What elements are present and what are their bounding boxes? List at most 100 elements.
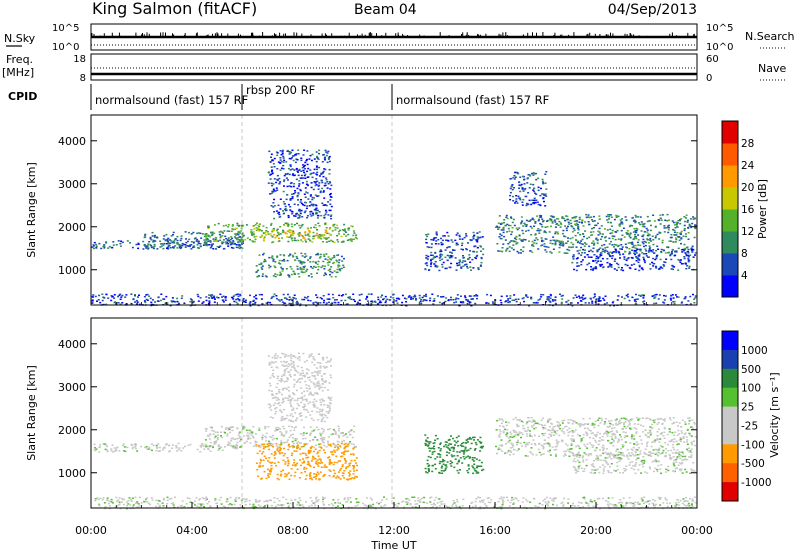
data-cell: [511, 231, 514, 233]
data-cell: [176, 450, 179, 452]
data-cell: [290, 362, 293, 365]
data-cell: [434, 243, 437, 245]
data-cell: [425, 443, 428, 446]
data-cell: [448, 266, 451, 268]
data-cell: [434, 264, 437, 267]
data-cell: [442, 235, 445, 237]
data-cell: [388, 299, 391, 301]
data-cell: [179, 244, 182, 247]
data-cell: [535, 301, 538, 304]
data-cell: [633, 423, 636, 425]
data-cell: [652, 239, 655, 241]
data-cell: [476, 236, 479, 238]
data-cell: [110, 299, 113, 302]
data-cell: [325, 204, 328, 207]
data-cell: [396, 302, 399, 304]
data-cell: [275, 297, 278, 300]
data-cell: [584, 230, 587, 232]
data-cell: [236, 438, 239, 440]
data-cell: [154, 301, 157, 303]
data-cell: [327, 389, 329, 391]
data-cell: [685, 235, 687, 238]
data-cell: [236, 233, 239, 235]
data-cell: [579, 242, 581, 244]
data-cell: [609, 228, 612, 231]
data-cell: [554, 226, 557, 228]
data-cell: [582, 455, 584, 457]
data-cell: [303, 171, 306, 174]
data-cell: [672, 241, 675, 243]
data-cell: [280, 440, 283, 442]
data-cell: [447, 239, 450, 242]
data-cell: [606, 250, 609, 253]
data-cell: [313, 158, 316, 160]
data-cell: [272, 446, 275, 448]
data-cell: [278, 237, 280, 239]
data-cell: [291, 197, 294, 200]
data-cell: [687, 252, 690, 254]
data-cell: [315, 178, 318, 180]
data-cell: [291, 234, 294, 237]
data-cell: [567, 303, 570, 306]
data-cell: [509, 297, 512, 299]
data-cell: [287, 448, 290, 451]
colorbar-tick-label: 8: [741, 248, 748, 260]
data-cell: [130, 444, 133, 446]
data-cell: [657, 449, 660, 451]
data-cell: [424, 467, 427, 470]
data-cell: [646, 234, 649, 237]
data-cell: [289, 165, 292, 168]
data-cell: [288, 185, 291, 187]
data-cell: [653, 297, 656, 299]
data-cell: [192, 300, 195, 303]
data-cell: [683, 227, 686, 230]
data-cell: [635, 300, 637, 303]
data-cell: [260, 293, 263, 296]
data-cell: [300, 401, 303, 404]
data-cell: [249, 238, 252, 241]
data-cell: [602, 444, 605, 447]
data-cell: [496, 226, 499, 228]
data-cell: [309, 154, 312, 157]
data-cell: [348, 473, 351, 475]
data-cell: [286, 194, 289, 196]
data-cell: [297, 209, 300, 212]
data-cell: [608, 215, 611, 218]
data-cell: [267, 403, 270, 405]
data-cell: [631, 225, 634, 227]
data-cell: [581, 233, 584, 235]
data-cell: [217, 240, 220, 242]
data-cell: [531, 251, 534, 253]
data-cell: [157, 300, 160, 302]
data-cell: [234, 233, 237, 235]
data-cell: [604, 432, 606, 434]
data-cell: [527, 455, 529, 457]
data-cell: [431, 470, 434, 473]
data-cell: [431, 453, 434, 455]
data-cell: [445, 297, 448, 299]
data-cell: [276, 448, 279, 450]
data-cell: [307, 449, 310, 452]
data-cell: [170, 300, 173, 302]
data-cell: [201, 442, 204, 445]
data-cell: [547, 436, 550, 439]
data-cell: [519, 418, 521, 421]
data-cell: [287, 203, 290, 206]
data-cell: [347, 233, 350, 236]
data-cell: [301, 452, 304, 454]
data-cell: [325, 179, 328, 181]
data-cell: [478, 231, 481, 233]
data-cell: [641, 223, 644, 225]
data-cell: [642, 256, 645, 259]
data-cell: [526, 177, 529, 179]
data-cell: [449, 254, 452, 257]
data-cell: [430, 246, 433, 249]
data-cell: [246, 237, 249, 239]
data-cell: [142, 248, 145, 250]
data-cell: [322, 253, 325, 256]
data-cell: [299, 477, 301, 479]
data-cell: [325, 151, 328, 153]
data-cell: [601, 244, 603, 247]
data-cell: [306, 205, 309, 207]
data-cell: [214, 436, 216, 439]
